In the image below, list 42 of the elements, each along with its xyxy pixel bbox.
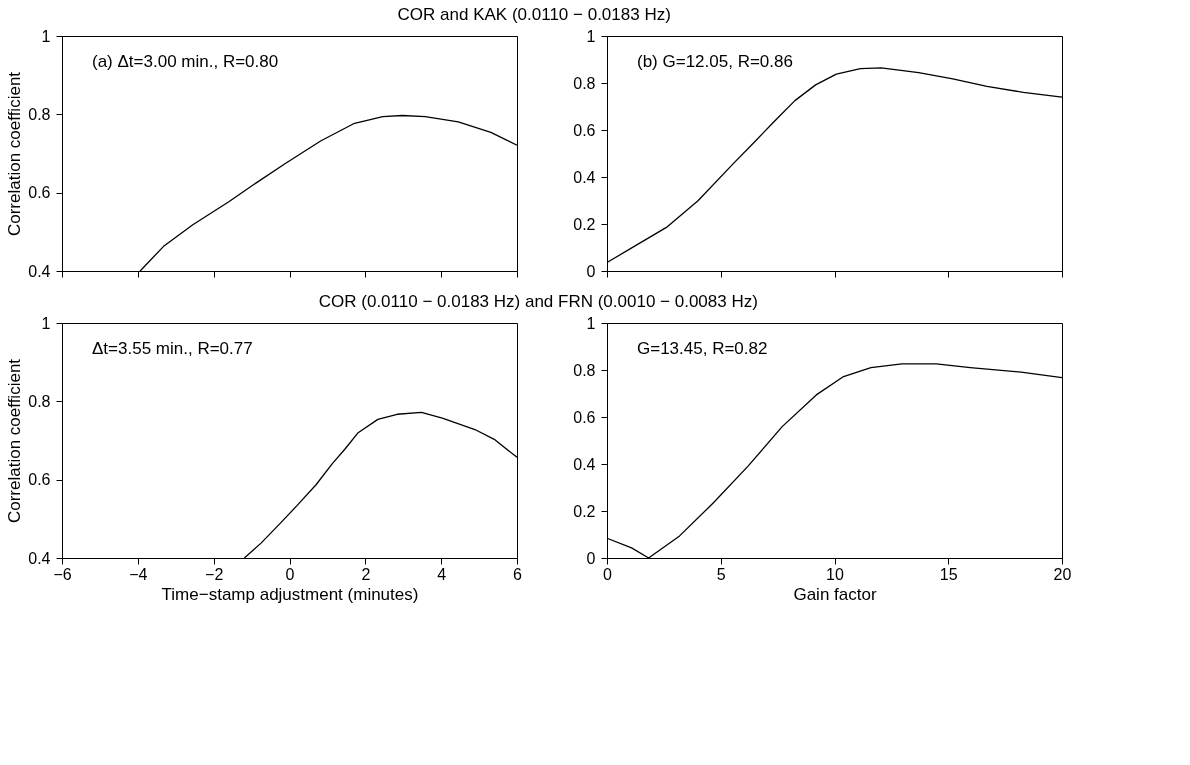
y-tick-label: 0: [586, 262, 596, 280]
x-tick-label: −6: [53, 565, 72, 583]
x-tick-label: −2: [205, 565, 224, 583]
x-tick-label: 0: [603, 565, 613, 583]
y-tick-label: 0.2: [573, 502, 596, 520]
y-tick-label: 0.2: [573, 215, 596, 233]
x-tick-label: 0: [285, 565, 295, 583]
annotation: (a) Δt=3.00 min., R=0.80: [92, 52, 279, 71]
x-tick-label: 20: [1053, 565, 1072, 583]
x-tick-label: 10: [826, 565, 844, 583]
y-tick-label: 0.8: [28, 105, 51, 123]
chart-title: COR (0.0110 − 0.0183 Hz) and FRN (0.0010 − 0.0083 Hz): [318, 291, 758, 311]
y-axis-title: Correlation coefficient: [5, 71, 25, 237]
y-tick-label: 0.4: [28, 549, 51, 567]
y-tick-label: 0.6: [573, 121, 596, 139]
y-tick-label: 1: [41, 314, 51, 332]
annotation: Δt=3.55 min., R=0.77: [92, 339, 253, 358]
y-tick-label: 0: [586, 549, 596, 567]
x-tick-label: −4: [129, 565, 148, 583]
y-tick-label: 0.8: [28, 392, 51, 410]
y-tick-label: 0.4: [573, 455, 596, 473]
x-axis-title: Gain factor: [793, 584, 877, 604]
y-tick-label: 0.4: [28, 262, 51, 280]
y-tick-label: 0.8: [573, 361, 596, 379]
y-tick-label: 1: [586, 27, 596, 45]
y-tick-label: 0.6: [28, 184, 51, 202]
x-tick-label: 4: [437, 565, 447, 583]
y-tick-label: 1: [41, 27, 51, 45]
y-tick-label: 0.8: [573, 74, 596, 92]
y-tick-label: 0.6: [28, 471, 51, 489]
y-axis-title: Correlation coefficient: [5, 358, 25, 524]
x-tick-label: 5: [716, 565, 726, 583]
x-tick-label: 2: [361, 565, 371, 583]
x-tick-label: 6: [513, 565, 523, 583]
annotation: G=13.45, R=0.82: [637, 339, 768, 358]
y-tick-label: 0.4: [573, 168, 596, 186]
x-axis-title: Time−stamp adjustment (minutes): [161, 584, 419, 604]
chart-title: COR and KAK (0.0110 − 0.0183 Hz): [397, 4, 671, 24]
y-tick-label: 1: [586, 314, 596, 332]
x-tick-label: 15: [939, 565, 958, 583]
annotation: (b) G=12.05, R=0.86: [637, 52, 793, 71]
y-tick-label: 0.6: [573, 408, 596, 426]
